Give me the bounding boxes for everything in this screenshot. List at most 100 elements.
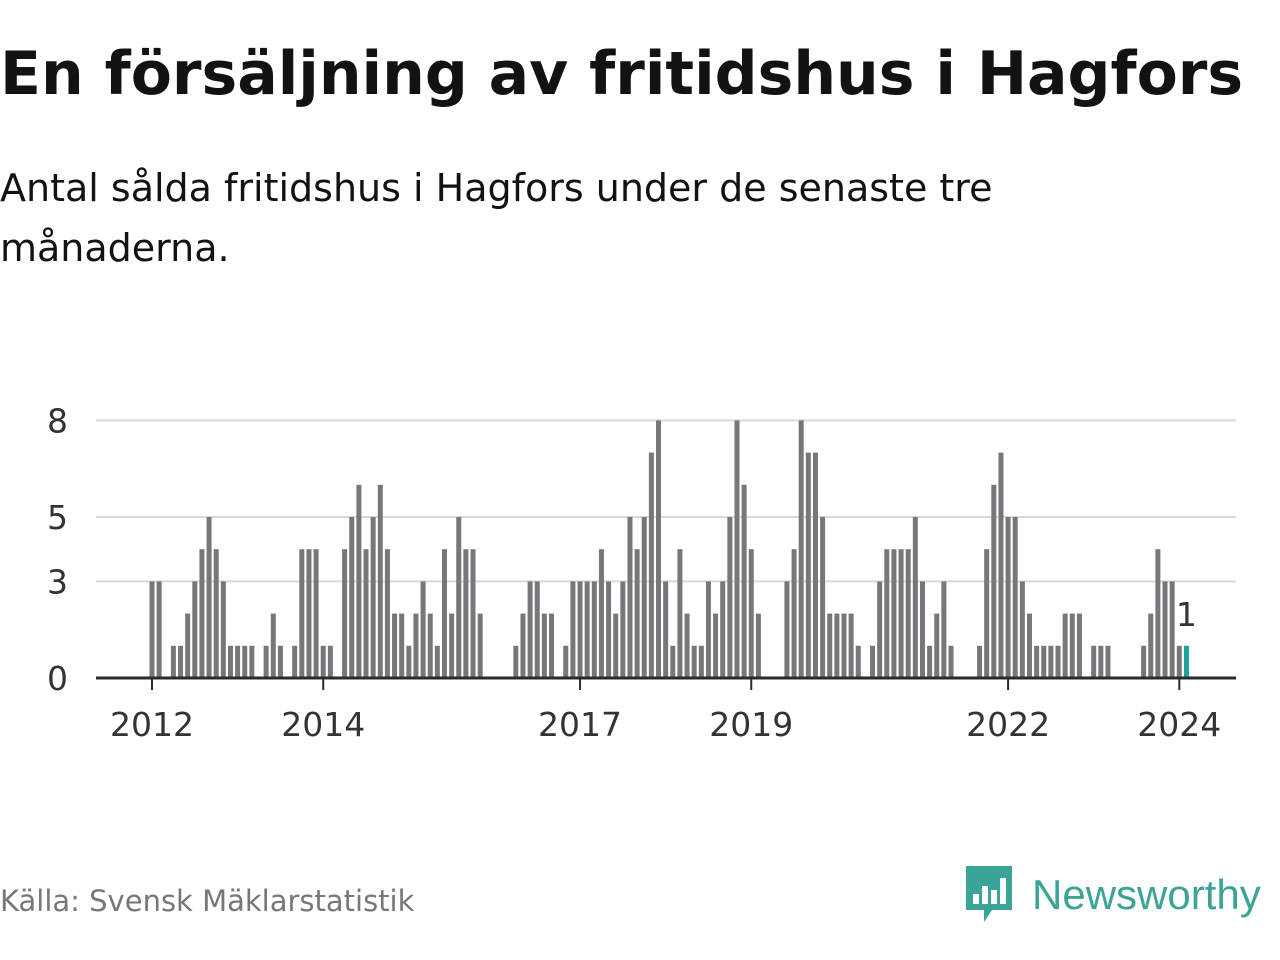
bar bbox=[320, 645, 326, 678]
bar bbox=[427, 613, 433, 678]
bar bbox=[349, 517, 355, 678]
bar bbox=[791, 549, 797, 678]
bar bbox=[634, 549, 640, 678]
bar bbox=[891, 549, 897, 678]
bar bbox=[1005, 517, 1011, 678]
bar bbox=[178, 645, 184, 678]
bar bbox=[948, 645, 954, 678]
bar bbox=[805, 452, 811, 678]
bar bbox=[1012, 517, 1018, 678]
bar bbox=[527, 581, 533, 678]
bar bbox=[363, 549, 369, 678]
bar bbox=[919, 581, 925, 678]
newsworthy-logo-icon bbox=[966, 866, 1012, 922]
bar bbox=[513, 645, 519, 678]
bar bbox=[377, 484, 383, 678]
bar bbox=[292, 645, 298, 678]
bar bbox=[684, 613, 690, 678]
bar bbox=[934, 613, 940, 678]
y-tick-label: 3 bbox=[47, 562, 68, 601]
bar bbox=[520, 613, 526, 678]
latest-value-label: 1 bbox=[1176, 595, 1197, 634]
bar bbox=[812, 452, 818, 678]
bar bbox=[1026, 613, 1032, 678]
brand-logo: Newsworthy bbox=[964, 862, 1276, 928]
bar bbox=[734, 420, 740, 678]
bar bbox=[1062, 613, 1068, 678]
bar bbox=[584, 581, 590, 678]
bar bbox=[927, 645, 933, 678]
bar bbox=[855, 645, 861, 678]
chart-subtitle: Antal sålda fritidshus i Hagfors under d… bbox=[0, 166, 993, 270]
bar bbox=[727, 517, 733, 678]
bar bbox=[277, 645, 283, 678]
bar bbox=[841, 613, 847, 678]
bar bbox=[912, 517, 918, 678]
y-tick-label: 0 bbox=[47, 659, 68, 698]
bar bbox=[1091, 645, 1097, 678]
axes: 2012 2014 2017 2019 2022 2024 bbox=[96, 676, 1236, 744]
bar bbox=[977, 645, 983, 678]
bar-latest bbox=[1183, 645, 1189, 678]
bar bbox=[613, 613, 619, 678]
bar bbox=[570, 581, 576, 678]
bar bbox=[698, 645, 704, 678]
bar bbox=[327, 645, 333, 678]
bar bbox=[663, 581, 669, 678]
bar bbox=[463, 549, 469, 678]
bar bbox=[456, 517, 462, 678]
bar bbox=[213, 549, 219, 678]
bar bbox=[534, 581, 540, 678]
bar bbox=[192, 581, 198, 678]
bar bbox=[477, 613, 483, 678]
bar bbox=[905, 549, 911, 678]
bar bbox=[691, 645, 697, 678]
bar bbox=[549, 613, 554, 678]
x-tick-label: 2017 bbox=[538, 705, 622, 744]
bar bbox=[898, 549, 904, 678]
bar bbox=[870, 645, 876, 678]
x-tick-label: 2014 bbox=[281, 705, 365, 744]
bar bbox=[406, 645, 412, 678]
bar bbox=[170, 645, 176, 678]
bar bbox=[1141, 645, 1147, 678]
bar bbox=[1034, 645, 1040, 678]
brand-name: Newsworthy bbox=[1032, 871, 1261, 918]
x-tick-label: 2022 bbox=[966, 705, 1050, 744]
bar bbox=[748, 549, 754, 678]
bar bbox=[470, 549, 476, 678]
bar bbox=[1019, 581, 1025, 678]
bar bbox=[884, 549, 890, 678]
bar bbox=[299, 549, 305, 678]
bar bbox=[641, 517, 647, 678]
bar bbox=[242, 645, 248, 678]
x-tick-label: 2019 bbox=[709, 705, 793, 744]
bar bbox=[441, 549, 447, 678]
bar bbox=[827, 613, 833, 678]
bar bbox=[656, 420, 662, 678]
chart-title: En försäljning av fritidshus i Hagfors bbox=[0, 39, 1244, 109]
bar bbox=[1055, 645, 1061, 678]
x-tick-label: 2012 bbox=[110, 705, 194, 744]
bar bbox=[848, 613, 854, 678]
bar bbox=[606, 581, 612, 678]
bar bbox=[834, 613, 840, 678]
bar bbox=[755, 613, 761, 678]
bar bbox=[784, 581, 790, 678]
bar bbox=[420, 581, 426, 678]
bar bbox=[670, 645, 676, 678]
bar bbox=[713, 613, 719, 678]
bar bbox=[541, 613, 547, 678]
bar bbox=[149, 581, 155, 678]
bar bbox=[1169, 581, 1175, 678]
source-note: Källa: Svensk Mäklarstatistik bbox=[0, 884, 415, 918]
bar bbox=[263, 645, 269, 678]
bar bbox=[249, 645, 255, 678]
bar bbox=[1076, 613, 1082, 678]
bar bbox=[434, 645, 440, 678]
bar bbox=[1148, 613, 1154, 678]
bar bbox=[449, 613, 455, 678]
bar bbox=[185, 613, 191, 678]
bar bbox=[877, 581, 883, 678]
bar bbox=[1105, 645, 1111, 678]
